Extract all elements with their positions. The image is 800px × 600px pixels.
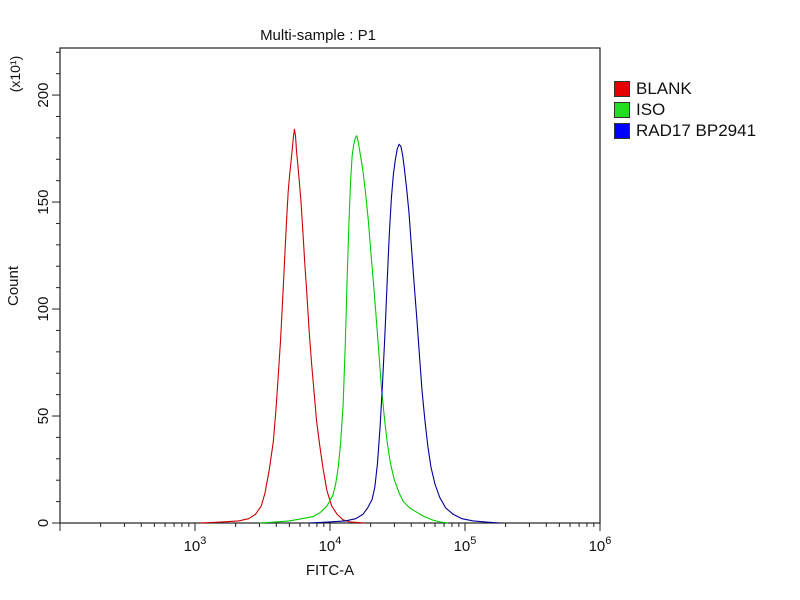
x-tick-label: 103 (184, 535, 207, 555)
y-tick-label: 0 (35, 519, 52, 527)
y-tick-label: 200 (35, 83, 52, 108)
x-axis-label: FITC-A (306, 562, 354, 579)
legend-swatch-blank (614, 80, 630, 97)
legend-label-rad17: RAD17 BP2941 (636, 121, 757, 140)
legend-swatch-iso (614, 101, 630, 118)
chart-title: Multi-sample : P1 (260, 27, 376, 44)
plot-area (59, 47, 601, 524)
x-tick-label: 104 (319, 535, 342, 555)
x-tick-label: 106 (589, 535, 612, 555)
y-tick-label: 150 (35, 190, 52, 215)
series-line-2 (309, 143, 500, 524)
legend-item-blank: BLANK (614, 78, 756, 99)
series-curves (200, 128, 500, 524)
y-axis-label: Count (5, 265, 22, 306)
legend-item-rad17: RAD17 BP2941 (614, 120, 756, 141)
x-tick-label: 105 (454, 535, 477, 555)
x-axis: 103 104 105 106 (59, 523, 612, 555)
y-tick-label: 50 (35, 408, 52, 425)
series-line-1 (259, 135, 449, 524)
series-line-0 (200, 128, 365, 524)
legend-swatch-rad17 (614, 122, 630, 139)
y-tick-label: 100 (35, 297, 52, 322)
y-axis-multiplier: (x10¹) (7, 56, 23, 93)
legend-item-iso: ISO (614, 99, 756, 120)
chart-legend: BLANK ISO RAD17 BP2941 (614, 78, 756, 141)
legend-label-blank: BLANK (636, 79, 692, 98)
y-axis: 0 50 100 150 200 (35, 51, 60, 527)
legend-label-iso: ISO (636, 100, 666, 119)
